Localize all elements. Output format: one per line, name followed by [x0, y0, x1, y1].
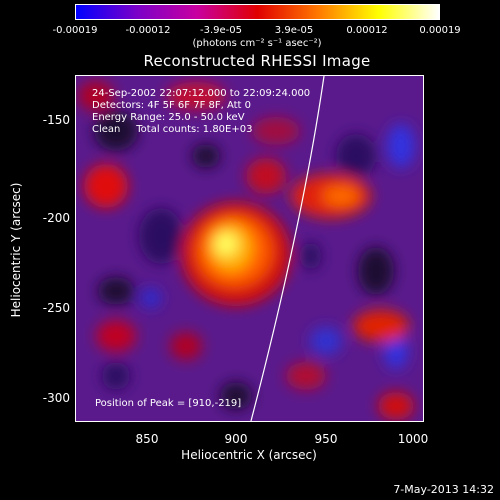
- rhessi-image: [75, 75, 424, 422]
- colorbar-tick: 3.9e-05: [274, 25, 314, 36]
- rhessi-image-canvas: [76, 76, 423, 421]
- solar-limb: [250, 76, 325, 421]
- detectors-annotation: Detectors: 4F 5F 6F 7F 8F, Att 0: [92, 100, 252, 111]
- time-range-annotation: 24-Sep-2002 22:07:12.000 to 22:09:24.000: [92, 88, 311, 99]
- image-title: Reconstructed RHESSI Image: [143, 52, 371, 70]
- colorbar: [75, 4, 440, 20]
- x-tick-label: 950: [314, 432, 338, 446]
- clean-counts-annotation: Clean Total counts: 1.80E+03: [92, 124, 253, 135]
- x-tick-label: 850: [135, 432, 159, 446]
- colorbar-tick: 0.00019: [419, 25, 461, 36]
- colorbar-tick: -0.00019: [52, 25, 98, 36]
- y-tick-label: -150: [42, 113, 70, 127]
- y-axis-label: Heliocentric Y (arcsec): [9, 182, 23, 318]
- colorbar-tick: -0.00012: [125, 25, 171, 36]
- y-tick-label: -300: [42, 391, 70, 405]
- x-axis-label: Heliocentric X (arcsec): [181, 448, 317, 462]
- y-tick-label: -200: [42, 211, 70, 225]
- colorbar-unit-label: (photons cm⁻² s⁻¹ asec⁻²): [192, 38, 322, 49]
- colorbar-tick: 0.00012: [346, 25, 388, 36]
- x-tick-label: 900: [224, 432, 248, 446]
- y-tick-label: -250: [42, 301, 70, 315]
- colorbar-tick: -3.9e-05: [200, 25, 242, 36]
- energy-range-annotation: Energy Range: 25.0 - 50.0 keV: [92, 112, 245, 123]
- x-tick-label: 1000: [397, 432, 429, 446]
- peak-position-annotation: Position of Peak = [910,-219]: [95, 398, 242, 409]
- image-blobs: [78, 81, 415, 420]
- date-stamp: 7-May-2013 14:32: [393, 483, 494, 496]
